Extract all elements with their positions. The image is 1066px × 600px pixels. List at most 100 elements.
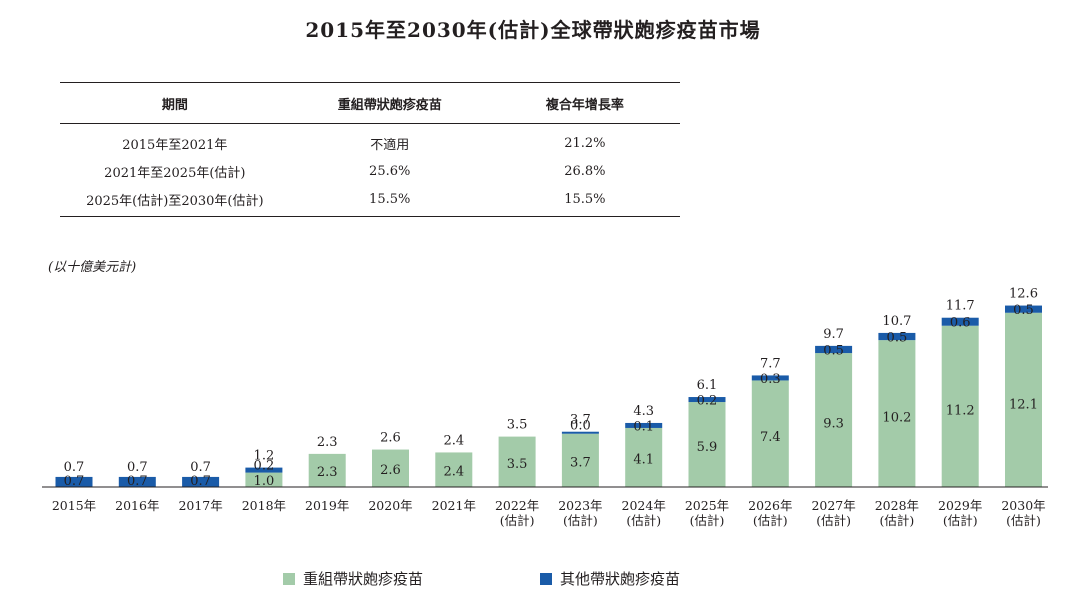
data-label-recombinant: 4.1 (633, 453, 654, 468)
x-tick-label: (估計) (690, 513, 725, 528)
table-cell: 15.5% (489, 185, 680, 217)
x-tick-label: 2018年 (242, 498, 286, 513)
data-label-total: 10.7 (882, 314, 911, 329)
bar-segment-recombinant (625, 427, 663, 487)
cagr-table: 期間 重組帶狀皰疹疫苗 複合年增長率 2015年至2021年 不適用 21.2%… (60, 82, 680, 217)
x-tick-label: (估計) (500, 513, 535, 528)
data-label-total: 4.3 (633, 404, 654, 419)
bar-segment-other (1005, 305, 1042, 313)
data-label-other: 0.7 (127, 474, 148, 489)
x-tick-label: (估計) (880, 513, 915, 528)
data-label-other: 0.0 (570, 419, 591, 434)
legend-item-recombinant: 重組帶狀皰疹疫苗 (283, 568, 423, 589)
data-label-recombinant: 7.4 (760, 430, 781, 445)
bar-segment-other (751, 375, 789, 381)
bar-segment-other (815, 345, 853, 354)
x-tick-label: (估計) (563, 513, 598, 528)
data-label-recombinant: 9.3 (823, 417, 844, 432)
data-label-total: 7.7 (760, 356, 781, 371)
legend-swatch-recombinant (283, 572, 295, 585)
data-label-total: 11.7 (946, 299, 975, 314)
bar-segment-other (182, 476, 220, 487)
bar-segment-other (55, 476, 93, 487)
x-tick-label: 2027年 (811, 498, 855, 513)
bar-segment-recombinant (878, 340, 916, 487)
bar-segment-other (878, 332, 916, 341)
data-label-other: 0.2 (697, 394, 718, 409)
bar-segment-other (118, 476, 156, 487)
x-tick-label: (估計) (943, 513, 978, 528)
x-tick-label: (估計) (1006, 513, 1041, 528)
data-label-recombinant: 2.4 (443, 464, 464, 479)
data-label-other: 0.7 (190, 474, 211, 489)
data-label-other: 0.7 (64, 474, 85, 489)
table-header-row: 期間 重組帶狀皰疹疫苗 複合年增長率 (60, 82, 680, 124)
table-cell: 15.5% (289, 185, 490, 217)
bar-segment-recombinant (308, 453, 346, 487)
x-tick-label: 2029年 (938, 498, 982, 513)
x-tick-label: 2015年 (52, 498, 96, 513)
table-cell: 不適用 (370, 137, 410, 153)
data-label-recombinant: 1.0 (254, 474, 275, 489)
data-label-other: 0.5 (823, 343, 844, 358)
legend-item-other: 其他帶狀皰疹疫苗 (540, 568, 680, 589)
data-label-total: 3.5 (507, 418, 528, 433)
table-cell: 26.8% (564, 163, 606, 179)
data-label-total: 2.3 (317, 435, 338, 450)
x-tick-label: (估計) (753, 513, 788, 528)
legend-label-recombinant: 重組帶狀皰疹疫苗 (303, 570, 424, 588)
x-tick-label: (估計) (816, 513, 851, 528)
data-label-recombinant: 2.6 (380, 463, 401, 478)
x-tick-label: (估計) (626, 513, 661, 528)
x-tick-label: 2019年 (305, 498, 349, 513)
x-tick-label: 2026年 (748, 498, 792, 513)
data-label-other: 0.5 (1013, 303, 1034, 318)
bar-segment-recombinant (941, 325, 979, 487)
data-label-total: 12.6 (1009, 287, 1038, 302)
bar-segment-other (688, 397, 726, 403)
data-label-other: 0.1 (633, 419, 654, 434)
data-label-total: 2.4 (443, 433, 464, 448)
x-tick-label: 2022年 (495, 498, 539, 513)
bar-segment-other (625, 422, 663, 428)
table-row: 2025年(估計)至2030年(估計) 15.5% 15.5% (60, 185, 680, 217)
data-label-other: 0.5 (887, 331, 908, 346)
data-label-recombinant: 3.7 (570, 455, 591, 470)
bar-chart: 0.70.72015年0.70.72016年0.70.72017年1.00.21… (42, 287, 1048, 528)
unit-label: (以十億美元計) (48, 260, 137, 275)
bar-segment-other (561, 431, 599, 434)
data-label-other: 0.3 (760, 372, 781, 387)
table-row: 2021年至2025年(估計) 25.6% 26.8% (60, 157, 680, 185)
data-label-recombinant: 3.5 (507, 457, 528, 472)
table-cell: 25.6% (369, 163, 411, 179)
header-recombinant: 重組帶狀皰疹疫苗 (289, 82, 490, 124)
x-tick-label: 2024年 (622, 498, 666, 513)
x-tick-label: 2021年 (432, 498, 476, 513)
bar-segment-recombinant (372, 449, 409, 487)
header-cagr: 複合年增長率 (489, 82, 680, 124)
x-tick-label: 2025年 (685, 498, 729, 513)
bar-segment-recombinant (498, 436, 536, 487)
bar-segment-other (941, 317, 979, 326)
data-label-other: 0.2 (254, 459, 275, 474)
data-label-total: 9.7 (823, 327, 844, 342)
bar-segment-other (245, 467, 283, 473)
bar-segment-recombinant (245, 472, 283, 487)
bar-segment-recombinant (751, 380, 789, 487)
table-cell: 2021年至2025年(估計) (104, 165, 246, 181)
data-label-recombinant: 5.9 (697, 440, 718, 455)
data-label-recombinant: 2.3 (317, 465, 338, 480)
table-row: 2015年至2021年 不適用 21.2% (60, 124, 680, 158)
data-label-total: 2.6 (380, 431, 401, 446)
data-label-recombinant: 10.2 (882, 410, 911, 425)
bar-segment-recombinant (1005, 312, 1042, 487)
chart-title: 2015年至2030年(估計)全球帶狀皰疹疫苗市場 (305, 18, 761, 42)
legend-swatch-other (540, 572, 552, 585)
bar-segment-recombinant (815, 353, 853, 487)
table-cell: 2025年(估計)至2030年(估計) (60, 185, 290, 217)
x-tick-label: 2016年 (115, 498, 159, 513)
x-tick-label: 2028年 (875, 498, 919, 513)
bar-segment-recombinant (561, 433, 599, 487)
table-cell: 21.2% (564, 135, 606, 151)
x-tick-label: 2020年 (368, 498, 412, 513)
